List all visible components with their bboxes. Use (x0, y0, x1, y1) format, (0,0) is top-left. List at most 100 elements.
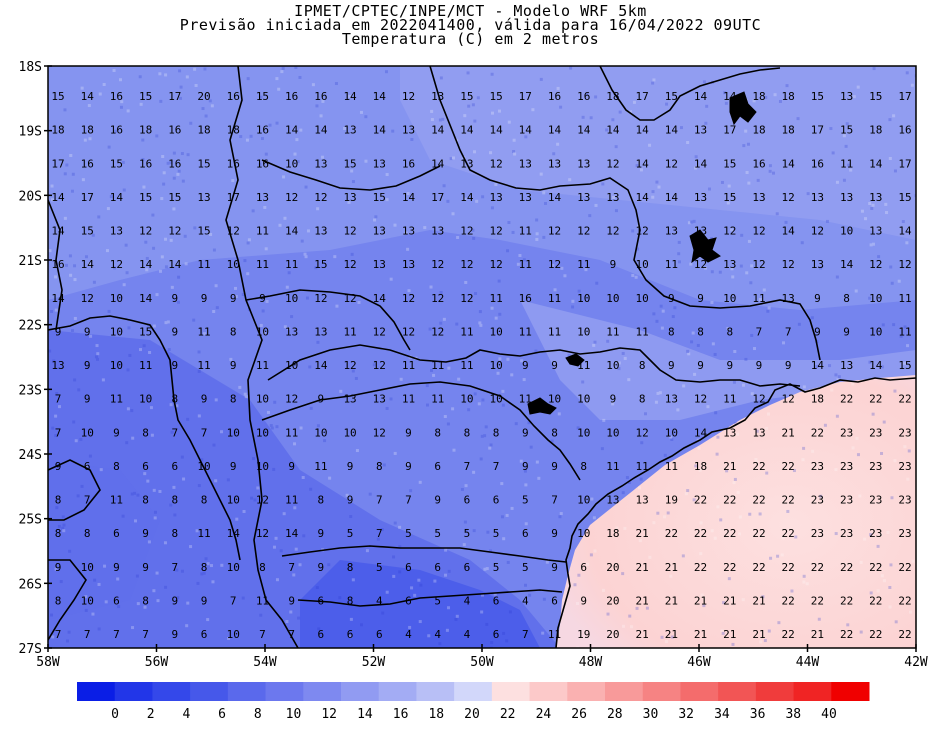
colorbar-swatch (265, 682, 304, 701)
temperature-value: 12 (402, 325, 415, 338)
colorbar-label: 22 (500, 707, 516, 722)
lat-tick-label: 21S (19, 254, 42, 269)
temperature-value: 7 (55, 393, 62, 406)
temperature-value: 8 (201, 561, 208, 574)
temperature-value: 8 (318, 494, 325, 507)
temperature-value: 13 (373, 258, 386, 271)
temperature-value: 14 (665, 124, 679, 137)
temperature-value: 22 (723, 527, 736, 540)
temperature-value: 10 (197, 460, 210, 473)
temperature-value: 7 (84, 628, 91, 641)
temperature-value: 17 (898, 157, 911, 170)
temperature-value: 11 (548, 292, 561, 305)
temperature-value: 18 (51, 124, 64, 137)
temperature-value: 10 (489, 393, 502, 406)
colorbar-label: 18 (428, 707, 444, 722)
temperature-value: 15 (197, 225, 210, 238)
temperature-value: 16 (256, 124, 269, 137)
temperature-value: 7 (522, 628, 529, 641)
colorbar-label: 32 (678, 707, 694, 722)
temperature-value: 14 (285, 225, 299, 238)
temperature-value: 8 (55, 594, 62, 607)
temperature-value: 20 (606, 561, 619, 574)
colorbar-swatch (831, 682, 870, 701)
temperature-value: 23 (840, 527, 853, 540)
temperature-value: 13 (840, 359, 853, 372)
temperature-value: 14 (139, 292, 153, 305)
temperature-value: 10 (636, 292, 649, 305)
temperature-value: 14 (343, 90, 357, 103)
temperature-value: 12 (577, 225, 590, 238)
temperature-value: 13 (285, 325, 298, 338)
colorbar-label: 6 (218, 707, 226, 722)
colorbar-label: 24 (536, 707, 552, 722)
temperature-value: 16 (51, 258, 64, 271)
temperature-value: 8 (55, 527, 62, 540)
temperature-value: 11 (431, 393, 444, 406)
temperature-value: 10 (227, 628, 240, 641)
temperature-value: 13 (811, 258, 824, 271)
temperature-value: 9 (522, 460, 529, 473)
temperature-value: 12 (285, 393, 298, 406)
temperature-value: 12 (460, 225, 473, 238)
temperature-value: 12 (636, 426, 649, 439)
temperature-value: 14 (431, 124, 445, 137)
temperature-value: 11 (256, 359, 269, 372)
temperature-value: 13 (314, 157, 327, 170)
colorbar-label: 34 (714, 707, 730, 722)
temperature-value: 9 (522, 426, 529, 439)
temperature-value: 9 (172, 594, 179, 607)
temperature-value: 13 (373, 157, 386, 170)
temperature-value: 16 (110, 90, 123, 103)
temperature-value: 13 (343, 191, 356, 204)
temperature-value: 22 (782, 594, 795, 607)
lat-tick-label: 24S (19, 448, 42, 463)
temperature-value: 11 (519, 325, 532, 338)
lat-tick-label: 25S (19, 513, 42, 528)
temperature-value: 13 (811, 191, 824, 204)
temperature-value: 16 (110, 124, 123, 137)
temperature-value: 22 (752, 494, 765, 507)
lat-tick-label: 22S (19, 319, 42, 334)
temperature-value: 6 (434, 561, 441, 574)
temperature-value: 12 (752, 258, 765, 271)
temperature-value: 14 (110, 191, 124, 204)
temperature-value: 14 (519, 124, 533, 137)
temperature-value: 9 (551, 359, 558, 372)
temperature-value: 13 (489, 191, 502, 204)
temperature-value: 14 (548, 124, 562, 137)
temperature-value: 18 (782, 124, 795, 137)
lon-tick-label: 50W (470, 655, 494, 670)
temperature-value: 15 (168, 191, 181, 204)
lat-tick-label: 27S (19, 642, 42, 657)
temperature-value: 7 (259, 628, 266, 641)
temperature-value: 11 (314, 460, 327, 473)
temperature-value: 9 (522, 359, 529, 372)
temperature-value: 7 (55, 628, 62, 641)
temperature-value: 9 (551, 561, 558, 574)
temperature-value: 13 (314, 325, 327, 338)
temperature-value: 22 (840, 393, 853, 406)
temperature-value: 22 (752, 527, 765, 540)
temperature-value: 11 (489, 292, 502, 305)
temperature-value: 14 (869, 359, 883, 372)
temperature-value: 13 (606, 191, 619, 204)
temperature-value: 10 (227, 258, 240, 271)
colorbar-swatch (755, 682, 795, 701)
temperature-value: 6 (405, 561, 412, 574)
temperature-value: 8 (230, 325, 237, 338)
coastline-borders (48, 66, 916, 648)
temperature-value: 11 (285, 426, 298, 439)
temperature-value: 12 (285, 191, 298, 204)
temperature-value: 10 (81, 426, 94, 439)
temperature-value: 23 (811, 527, 824, 540)
temperature-value: 8 (551, 426, 558, 439)
temperature-value: 11 (723, 393, 736, 406)
temperature-value: 16 (168, 124, 181, 137)
temperature-value: 9 (318, 527, 325, 540)
temperature-value: 12 (489, 225, 502, 238)
temperature-value: 10 (869, 292, 882, 305)
colorbar-label: 2 (147, 707, 155, 722)
temperature-value: 10 (285, 157, 298, 170)
temperature-value: 10 (606, 359, 619, 372)
